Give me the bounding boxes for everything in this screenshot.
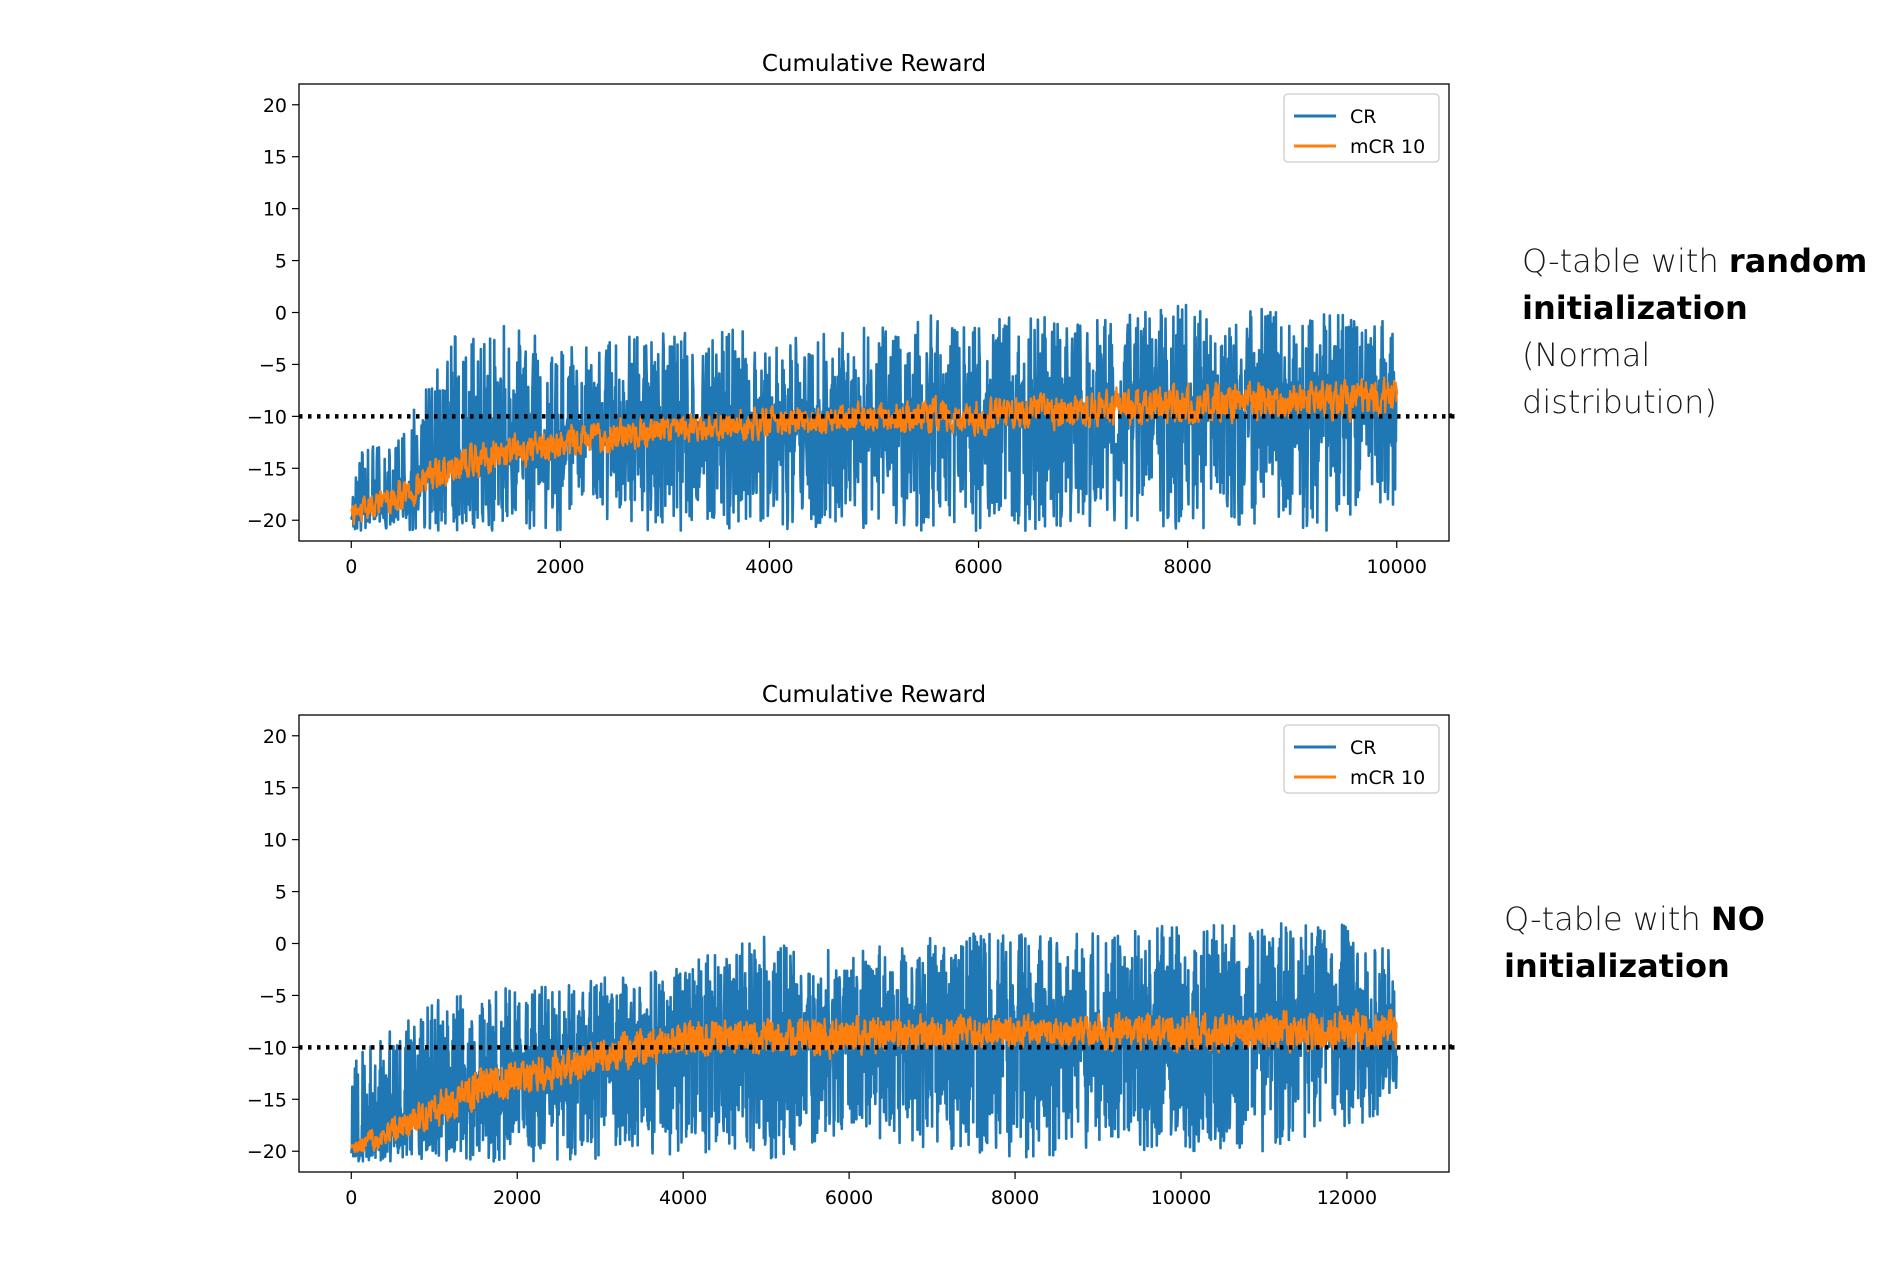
y-tick-label: −10 (247, 1037, 287, 1059)
series-line-mcr-10 (350, 1008, 1398, 1154)
plot-area (350, 922, 1398, 1163)
legend-label: mCR 10 (1350, 767, 1425, 789)
y-tick-label: −20 (247, 1141, 287, 1163)
annotation-bold-text: NO (1710, 900, 1765, 938)
annotation-no-init: Q-table with NO initialization (1504, 896, 1844, 990)
legend: CR mCR 10 (1283, 724, 1440, 794)
x-tick-label: 10000 (1367, 556, 1427, 578)
x-tick-label: 2000 (493, 1187, 541, 1209)
chart-random-init: Cumulative Reward 20 15 10 5 0 −5 −10 −15 −20 0 200… (247, 51, 1458, 578)
annotation-text: distribution) (1522, 383, 1717, 421)
legend-label: CR (1350, 106, 1376, 128)
annotation-text: Q-table with (1504, 900, 1711, 938)
y-tick-label: 5 (275, 882, 287, 904)
x-tick-label: 8000 (991, 1187, 1039, 1209)
chart-title: Cumulative Reward (762, 682, 986, 708)
y-tick-label: 10 (263, 199, 287, 221)
x-tick-label: 4000 (659, 1187, 707, 1209)
y-tick-label: 15 (263, 147, 287, 169)
x-tick-label: 4000 (745, 556, 793, 578)
legend-label: CR (1350, 737, 1376, 759)
x-tick-label: 6000 (825, 1187, 873, 1209)
y-tick-label: −20 (247, 510, 287, 532)
annotation-random-init: Q-table with random initialization (Norm… (1522, 238, 1874, 426)
annotation-text: Q-table with (1522, 242, 1729, 280)
x-tick-label: 0 (345, 556, 357, 578)
y-tick-label: 0 (275, 303, 287, 325)
chart-no-init: Cumulative Reward 20 15 10 5 0 −5 −10 −15 −20 0 200… (247, 682, 1458, 1209)
x-tick-label: 8000 (1163, 556, 1211, 578)
plot-area (350, 303, 1398, 532)
legend: CR mCR 10 (1283, 93, 1440, 163)
y-tick-label: 10 (263, 830, 287, 852)
x-tick-label: 0 (345, 1187, 357, 1209)
annotation-bold-text: random (1728, 242, 1868, 280)
annotation-bold-text: initialization (1522, 289, 1748, 327)
y-tick-label: 20 (263, 95, 287, 117)
annotation-bold-text: initialization (1504, 947, 1730, 985)
chart-title: Cumulative Reward (762, 51, 986, 77)
y-tick-label: 15 (263, 778, 287, 800)
series-line-cr (350, 922, 1398, 1163)
reference-line-extension (1448, 411, 1458, 419)
y-tick-label: −15 (247, 458, 287, 480)
annotation-text: (Normal (1522, 336, 1651, 374)
y-tick-label: −5 (259, 985, 287, 1007)
y-tick-label: −5 (259, 354, 287, 376)
y-tick-label: 5 (275, 251, 287, 273)
plot-frame (298, 714, 1450, 1173)
reference-line-extension (1448, 1042, 1458, 1050)
series-line-mcr-10 (350, 376, 1398, 526)
legend-label: mCR 10 (1350, 136, 1425, 158)
y-tick-label: −15 (247, 1089, 287, 1111)
x-tick-label: 6000 (954, 556, 1002, 578)
y-tick-label: −10 (247, 406, 287, 428)
y-tick-label: 20 (263, 726, 287, 748)
x-tick-label: 10000 (1151, 1187, 1211, 1209)
plot-frame (298, 83, 1450, 542)
x-tick-label: 2000 (536, 556, 584, 578)
y-tick-label: 0 (275, 934, 287, 956)
x-tick-label: 12000 (1317, 1187, 1377, 1209)
